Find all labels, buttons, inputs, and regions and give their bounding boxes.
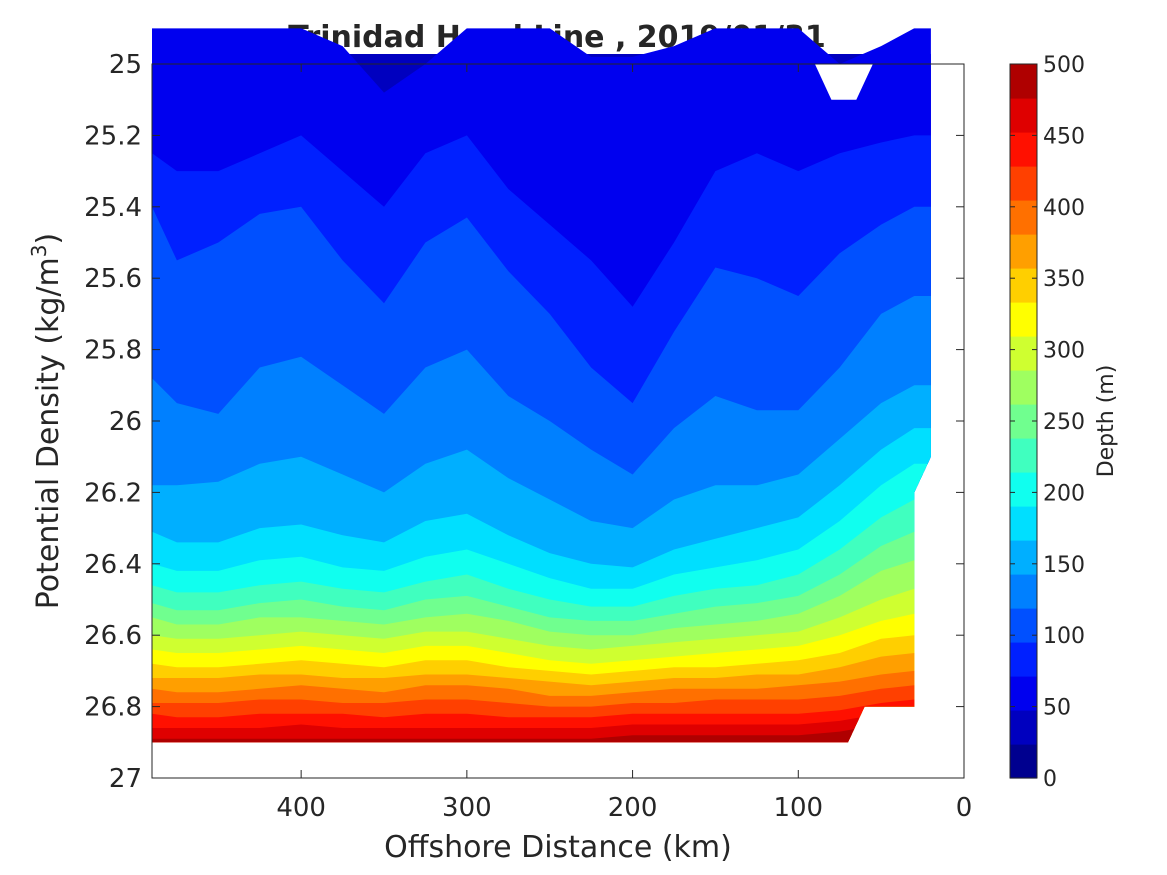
y-tick-label: 26.8 [84, 693, 142, 723]
y-tick-label: 26 [109, 407, 142, 437]
y-tick-label: 25.2 [84, 121, 142, 151]
colorbar-tick-label: 0 [1043, 767, 1057, 792]
colorbar-swatch [1010, 438, 1037, 473]
y-tick-label: 25.4 [84, 193, 142, 223]
colorbar-swatch [1010, 166, 1037, 201]
x-tick-label: 100 [773, 793, 823, 823]
contour-fill-layer [152, 28, 931, 743]
colorbar: 0 50 100 150 200 250 300 350 400 450 500 [1009, 53, 1085, 792]
colorbar-tick-label: 400 [1043, 196, 1085, 221]
colorbar-tick-label: 50 [1043, 696, 1071, 721]
no-data-regions [814, 64, 873, 100]
colorbar-swatch [1010, 472, 1037, 507]
colorbar-tick-label: 150 [1043, 553, 1085, 578]
colorbar-swatch [1010, 234, 1037, 269]
colorbar-swatch [1010, 506, 1037, 541]
colorbar-swatch [1010, 336, 1037, 371]
y-tick-label: 25.6 [84, 264, 142, 294]
colorbar-swatch [1010, 574, 1037, 609]
colorbar-swatch [1010, 608, 1037, 643]
x-tick-label: 0 [956, 793, 973, 823]
colorbar-tick-label: 450 [1043, 124, 1085, 149]
colorbar-swatch [1010, 132, 1037, 167]
colorbar-tick-label: 300 [1043, 339, 1085, 364]
colorbar-swatch [1010, 200, 1037, 235]
y-axis-label-superscript: 3 [27, 244, 51, 257]
x-axis-label: Offshore Distance (km) [384, 830, 732, 865]
colorbar-tick-label: 350 [1043, 267, 1085, 292]
colorbar-tick-label: 200 [1043, 481, 1085, 506]
x-tick-label: 200 [608, 793, 658, 823]
colorbar-swatch [1010, 268, 1037, 303]
x-tick-label: 300 [442, 793, 492, 823]
colorbar-swatch [1010, 710, 1037, 745]
colorbar-swatch [1010, 642, 1037, 677]
x-tick-label: 400 [276, 793, 326, 823]
y-axis-label: Potential Density (kg/m3) [27, 233, 66, 609]
colorbar-tick-label: 500 [1043, 53, 1085, 78]
colorbar-swatch [1010, 98, 1037, 133]
colorbar-swatch [1010, 370, 1037, 405]
colorbar-swatch [1010, 744, 1037, 779]
contour-band-18 [152, 710, 931, 743]
colorbar-swatch [1010, 64, 1037, 99]
y-tick-label: 26.2 [84, 478, 142, 508]
contour-band-19 [152, 720, 931, 743]
y-tick-label: 25.8 [84, 336, 142, 366]
y-axis-label-close: ) [31, 233, 66, 245]
x-axis: 400 300 200 100 0 [276, 64, 972, 823]
colorbar-swatch [1010, 676, 1037, 711]
colorbar-tick-label: 250 [1043, 410, 1085, 435]
y-axis: 25 25.2 25.4 25.6 25.8 26 26.2 26.4 26.6 26.8 27 [84, 50, 964, 794]
y-tick-label: 25 [109, 50, 142, 80]
no-data-gap-0 [814, 64, 873, 100]
y-axis-label-main: Potential Density (kg/m [31, 257, 66, 609]
y-tick-label: 26.4 [84, 550, 142, 580]
colorbar-swatch [1010, 540, 1037, 575]
y-tick-label: 27 [109, 764, 142, 794]
colorbar-tick-label: 100 [1043, 624, 1085, 649]
colorbar-label: Depth (m) [1094, 365, 1119, 478]
colorbar-swatch [1010, 302, 1037, 337]
y-tick-label: 26.6 [84, 621, 142, 651]
